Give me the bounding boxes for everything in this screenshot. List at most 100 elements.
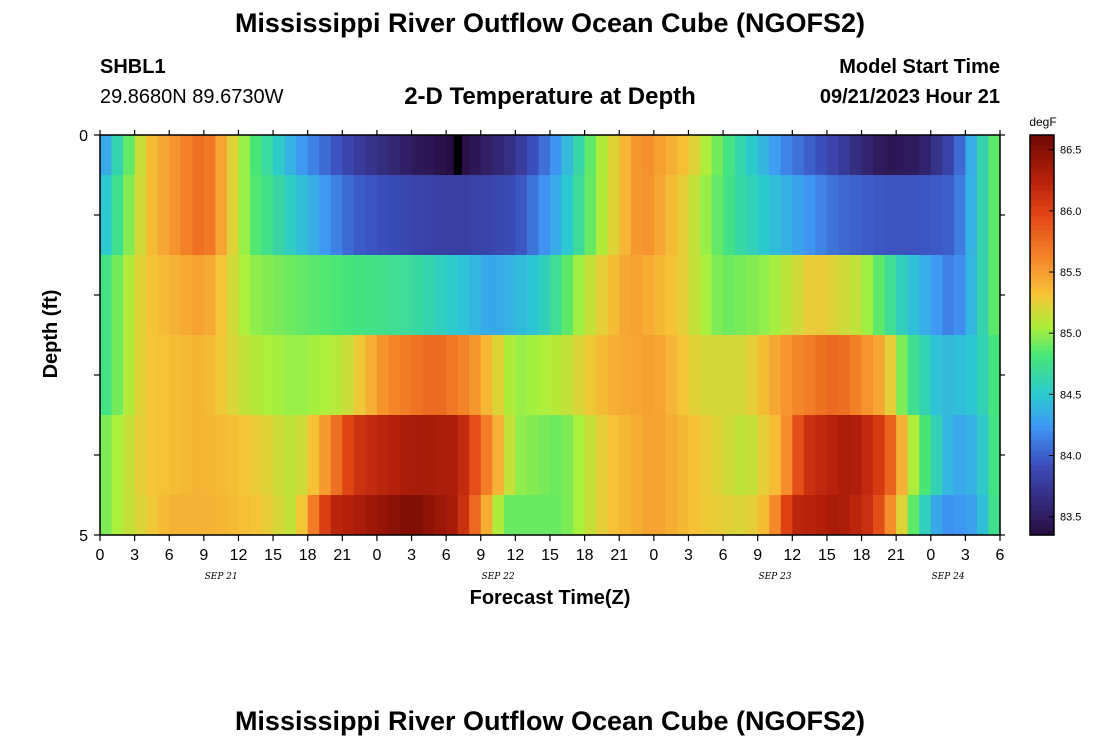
heatmap-cell <box>284 135 297 175</box>
heatmap-cell <box>180 255 193 335</box>
heatmap-cell <box>815 255 828 335</box>
colorbar-segment <box>1030 170 1054 176</box>
heatmap-cell <box>642 415 655 495</box>
heatmap-cell <box>607 255 620 335</box>
heatmap-cell <box>330 135 343 175</box>
x-tick-label: 12 <box>783 547 801 564</box>
colorbar-segment <box>1030 495 1054 501</box>
heatmap-cell <box>365 175 378 255</box>
heatmap-cell <box>480 255 493 335</box>
heatmap-cell <box>815 335 828 415</box>
x-tick-label: 18 <box>299 547 317 564</box>
heatmap-cell <box>884 175 897 255</box>
heatmap-cell <box>538 255 551 335</box>
x-tick-label: 0 <box>649 547 658 564</box>
heatmap-cell <box>803 335 816 415</box>
colorbar-segment <box>1030 205 1054 211</box>
colorbar-tick-label: 83.5 <box>1060 512 1081 524</box>
colorbar-segment <box>1030 530 1054 536</box>
heatmap-cell <box>376 415 390 495</box>
heatmap-cell <box>573 175 586 255</box>
heatmap-cell <box>434 135 447 175</box>
heatmap-cell <box>953 415 966 495</box>
heatmap-cell <box>526 175 540 255</box>
x-tick-label: 3 <box>684 547 693 564</box>
heatmap-cell <box>238 135 251 175</box>
heatmap-cell <box>319 415 332 495</box>
heatmap-cell <box>203 175 216 255</box>
heatmap-cell <box>100 135 113 175</box>
heatmap-marker <box>453 135 462 175</box>
chart-subtitle-text: 2-D Temperature at Depth <box>404 83 696 110</box>
heatmap-cell <box>111 175 124 255</box>
heatmap-cell <box>700 255 713 335</box>
heatmap-cell <box>700 175 713 255</box>
heatmap-cell <box>919 335 932 415</box>
heatmap-cell <box>492 135 505 175</box>
heatmap-cell <box>169 415 182 495</box>
colorbar-segment <box>1030 240 1054 246</box>
heatmap-cell <box>861 175 874 255</box>
heatmap-cell <box>815 415 828 495</box>
heatmap-cell <box>976 495 990 535</box>
heatmap-cell <box>803 495 816 535</box>
y-tick-label: 0 <box>79 128 88 145</box>
heatmap-cell <box>653 335 666 415</box>
heatmap-cell <box>653 255 666 335</box>
heatmap-cell <box>919 255 932 335</box>
heatmap-cell <box>792 255 805 335</box>
heatmap-cell <box>411 415 424 495</box>
heatmap-cell <box>780 415 793 495</box>
heatmap-cell <box>780 135 793 175</box>
heatmap-cell <box>526 255 540 335</box>
heatmap-cell <box>515 255 528 335</box>
colorbar-segment <box>1030 375 1054 381</box>
heatmap-cell <box>434 415 447 495</box>
heatmap-cell <box>838 335 851 415</box>
heatmap-cell <box>411 495 424 535</box>
heatmap-cell <box>630 495 643 535</box>
x-tick-label: 0 <box>372 547 381 564</box>
x-date-label: SEP 24 <box>932 572 965 582</box>
heatmap-cell <box>873 255 886 335</box>
colorbar-segment <box>1030 260 1054 266</box>
heatmap-cell <box>503 335 516 415</box>
heatmap-cell <box>319 135 332 175</box>
heatmap-cell <box>642 255 655 335</box>
heatmap-cell <box>330 255 343 335</box>
heatmap-cell <box>942 415 955 495</box>
heatmap-cell <box>273 415 286 495</box>
heatmap-cell <box>653 415 666 495</box>
heatmap-cell <box>400 175 413 255</box>
heatmap-cell <box>111 135 124 175</box>
colorbar-segment <box>1030 510 1054 516</box>
heatmap-cell <box>330 335 343 415</box>
heatmap-cell <box>296 135 309 175</box>
heatmap-cell <box>157 175 170 255</box>
heatmap-cell <box>919 415 932 495</box>
heatmap-cell <box>400 495 413 535</box>
heatmap-cell <box>919 135 932 175</box>
colorbar-segment <box>1030 215 1054 221</box>
x-tick-label: 6 <box>442 547 451 564</box>
heatmap-cell <box>296 335 309 415</box>
x-tick-label: 12 <box>506 547 524 564</box>
heatmap-cell <box>376 335 390 415</box>
heatmap-cell <box>330 495 343 535</box>
colorbar-segment <box>1030 425 1054 431</box>
colorbar-segment <box>1030 135 1054 141</box>
heatmap-cell <box>803 135 816 175</box>
colorbar-segment <box>1030 410 1054 416</box>
heatmap-cell <box>780 255 793 335</box>
colorbar-segment <box>1030 280 1054 286</box>
colorbar-segment <box>1030 200 1054 206</box>
heatmap-cell <box>884 335 897 415</box>
heatmap-cell <box>826 255 840 335</box>
heatmap-cell <box>250 495 263 535</box>
heatmap-cell <box>907 135 920 175</box>
heatmap-cell <box>423 255 436 335</box>
heatmap-cell <box>342 335 355 415</box>
heatmap-cell <box>100 335 113 415</box>
heatmap-cell <box>446 255 459 335</box>
heatmap-cell <box>838 415 851 495</box>
